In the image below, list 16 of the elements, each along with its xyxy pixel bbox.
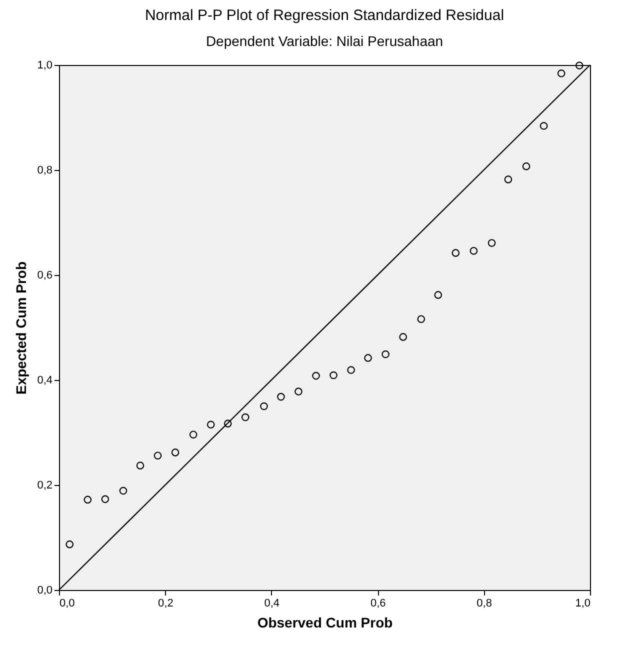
x-tick-label: 0,8 (476, 598, 492, 610)
x-axis-title: Observed Cum Prob (257, 614, 393, 630)
y-tick-label: 0,6 (37, 270, 52, 282)
y-tick-label: 0,8 (37, 164, 52, 176)
y-tick-label: 0,2 (37, 480, 52, 492)
y-tick-label: 1,0 (37, 60, 52, 72)
y-tick-label: 0,0 (37, 584, 52, 596)
y-tick-label: 0,4 (37, 374, 52, 386)
x-tick-label: 0,0 (60, 598, 75, 610)
x-tick-label: 0,6 (370, 598, 386, 610)
chart-title: Normal P-P Plot of Regression Standardized Residual (144, 7, 504, 24)
x-tick-label: 0,4 (264, 598, 280, 610)
x-tick-label: 0,2 (158, 598, 174, 610)
x-tick-label: 1,0 (575, 598, 590, 610)
chart-subtitle: Dependent Variable: Nilai Perusahaan (206, 33, 444, 49)
y-axis-title: Expected Cum Prob (13, 261, 30, 395)
